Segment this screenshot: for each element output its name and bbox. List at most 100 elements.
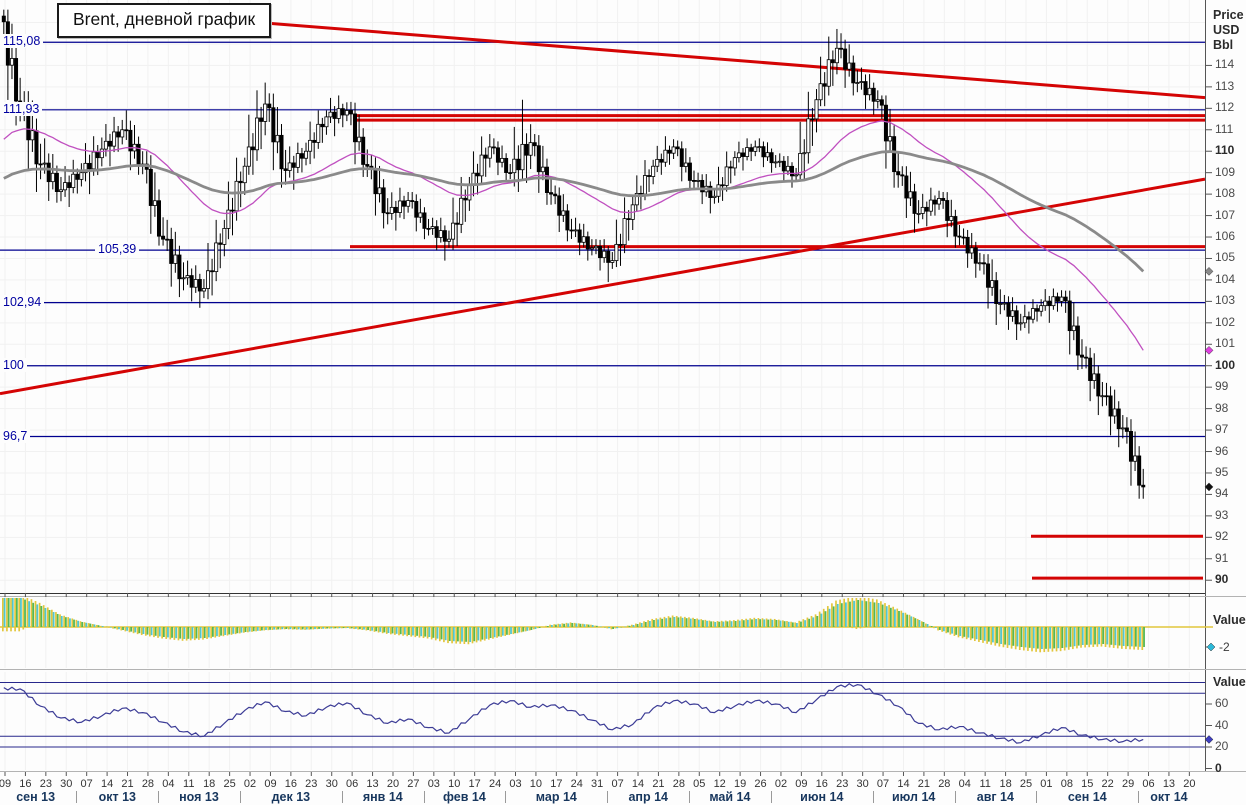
blue-level-label: 115,08: [0, 34, 44, 49]
candle: [156, 200, 161, 237]
candle: [1063, 296, 1068, 302]
month-label: авг 14: [976, 790, 1014, 804]
date-label: 24: [488, 778, 502, 790]
month-separator: [954, 791, 956, 803]
indicator2-last-marker: [1204, 735, 1214, 744]
candle: [348, 110, 353, 115]
month-separator: [505, 791, 507, 803]
candle: [863, 81, 868, 96]
candle: [1084, 356, 1089, 359]
date-label: 20: [1183, 778, 1196, 790]
indicator2-tick-label: 0: [1215, 760, 1222, 775]
month-label: сен 13: [16, 790, 56, 804]
candle: [295, 153, 300, 168]
candle: [1067, 300, 1072, 332]
candle: [953, 216, 958, 237]
candle: [802, 152, 807, 155]
price-tick-label: 111: [1215, 121, 1234, 136]
date-label: 16: [284, 778, 297, 790]
candle: [414, 201, 419, 218]
candle: [361, 136, 366, 165]
price-tick-label: 96: [1215, 443, 1229, 458]
price-tick-label: 105: [1215, 250, 1236, 265]
date-label: 09: [795, 778, 808, 790]
candle: [728, 166, 733, 169]
candle: [765, 152, 770, 158]
candle: [83, 162, 88, 174]
price-tick-label: 94: [1215, 486, 1229, 501]
candle: [344, 110, 349, 116]
candle: [888, 136, 893, 142]
date-label: 13: [366, 778, 379, 790]
date-label: 23: [39, 778, 52, 790]
candle: [532, 142, 537, 147]
candle: [467, 185, 472, 201]
candle: [500, 157, 505, 163]
candle: [218, 242, 223, 245]
candle: [197, 279, 202, 292]
candle: [720, 184, 725, 187]
date-label: 03: [427, 778, 440, 790]
candle: [928, 199, 933, 212]
candle: [63, 182, 68, 191]
price-tick-label: 107: [1215, 207, 1236, 222]
candle: [58, 189, 63, 193]
candle: [38, 163, 43, 166]
date-label: 05: [693, 778, 706, 790]
candle: [875, 99, 880, 102]
candle: [1071, 325, 1076, 332]
candle: [1014, 310, 1019, 325]
candle: [1116, 408, 1121, 430]
candle: [324, 116, 329, 128]
candle: [353, 113, 358, 143]
candle: [312, 139, 317, 143]
candle: [67, 182, 72, 188]
candle: [544, 166, 549, 193]
candle: [712, 195, 717, 198]
candle: [336, 108, 341, 119]
price-tick-label: 97: [1215, 422, 1229, 437]
candle: [1079, 354, 1084, 358]
chart-title: Brent, дневной график: [73, 9, 256, 29]
candle: [50, 172, 55, 183]
candle: [814, 99, 819, 120]
candle: [589, 247, 594, 250]
price-tick-label: 95: [1215, 464, 1229, 479]
candle: [671, 146, 676, 154]
candle: [859, 81, 864, 83]
price-tick-label: 104: [1215, 271, 1236, 286]
candle: [463, 197, 468, 201]
candle: [1112, 408, 1117, 417]
candle: [124, 129, 129, 132]
indicator2-line: [3, 683, 1144, 744]
candle: [977, 262, 982, 265]
candle: [238, 180, 243, 184]
candle: [1128, 431, 1133, 462]
candle: [54, 172, 59, 193]
candle: [839, 47, 844, 50]
candle: [42, 162, 47, 165]
date-label: 29: [1121, 778, 1135, 790]
candle: [512, 158, 517, 174]
candle: [794, 174, 799, 177]
candle: [749, 147, 754, 152]
candle: [606, 250, 611, 263]
candle: [724, 166, 729, 186]
date-label: 11: [979, 778, 991, 790]
candle: [397, 200, 402, 213]
price-tick-label: 100: [1215, 357, 1236, 372]
candle: [1092, 373, 1097, 381]
candle: [1051, 296, 1056, 307]
borders: [0, 0, 1246, 776]
candle: [255, 117, 260, 151]
date-label: 09: [0, 778, 12, 790]
indicator2-oscillator: [0, 681, 1212, 769]
candle: [1006, 302, 1011, 317]
month-label: май 14: [709, 790, 751, 804]
candle: [340, 108, 345, 116]
date-label: 31: [591, 778, 604, 790]
candle: [716, 184, 721, 197]
candle: [655, 158, 660, 167]
candle: [892, 136, 897, 173]
